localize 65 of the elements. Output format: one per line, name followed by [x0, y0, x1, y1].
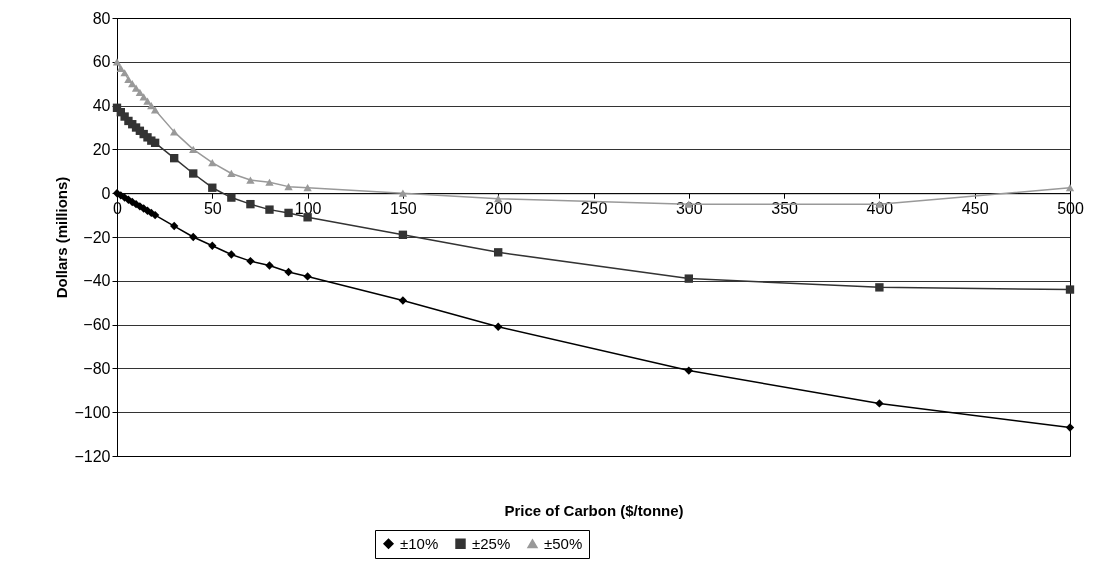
x-tick-label: 300 [675, 199, 703, 217]
point [189, 169, 198, 178]
point [875, 283, 884, 292]
y-tick-label: 20 [92, 140, 111, 158]
point [303, 184, 312, 192]
point [265, 261, 274, 270]
point [227, 250, 236, 259]
point [1065, 423, 1075, 432]
x-axis-title: Price of Carbon ($/tonne) [504, 501, 684, 519]
y-tick-label: −100 [74, 403, 111, 421]
point [227, 169, 236, 178]
point [208, 183, 217, 192]
point [284, 267, 293, 277]
point [494, 322, 503, 331]
y-tick-label: −120 [74, 447, 111, 465]
point [150, 106, 160, 114]
point [284, 208, 293, 218]
point [246, 176, 255, 184]
legend-label: ±50% [544, 534, 583, 552]
point [170, 128, 179, 136]
y-axis-title: Dollars (millions) [53, 176, 71, 299]
point [265, 178, 274, 186]
y-tick-label: −80 [83, 359, 111, 377]
point [116, 64, 125, 72]
y-tick-label: −40 [83, 272, 111, 290]
point [398, 189, 408, 197]
point [875, 399, 884, 408]
point [246, 256, 255, 266]
point [208, 241, 217, 250]
x-tick-label: 50 [203, 199, 222, 217]
y-tick-label: 80 [92, 9, 111, 27]
point [684, 274, 693, 283]
legend-label: ±25% [472, 534, 511, 552]
point [147, 101, 156, 110]
point [398, 296, 408, 305]
point [1065, 285, 1075, 294]
point [189, 145, 198, 154]
y-tick-label: −60 [83, 316, 111, 334]
x-tick-label: 100 [294, 199, 322, 217]
x-tick-label: 200 [485, 199, 513, 217]
point [227, 193, 236, 202]
point [143, 97, 152, 105]
y-tick-label: 40 [92, 97, 111, 115]
point [284, 183, 293, 191]
x-tick-label: 450 [961, 199, 989, 217]
point [398, 230, 408, 239]
point [494, 248, 503, 257]
legend-label: ±10% [400, 534, 439, 552]
x-tick-label: 250 [580, 199, 608, 217]
point [246, 199, 255, 209]
point [303, 272, 312, 281]
point [170, 153, 179, 163]
point [150, 138, 160, 148]
y-tick-label: −20 [83, 228, 111, 246]
point [1065, 184, 1075, 192]
point [189, 232, 198, 242]
point [124, 75, 133, 83]
point [684, 366, 693, 375]
point [208, 158, 217, 167]
x-tick-label: 150 [390, 199, 417, 217]
point [170, 221, 179, 231]
y-tick-label: 60 [92, 53, 111, 71]
y-tick-label: 0 [101, 184, 111, 202]
point [265, 205, 274, 214]
point [120, 69, 129, 77]
